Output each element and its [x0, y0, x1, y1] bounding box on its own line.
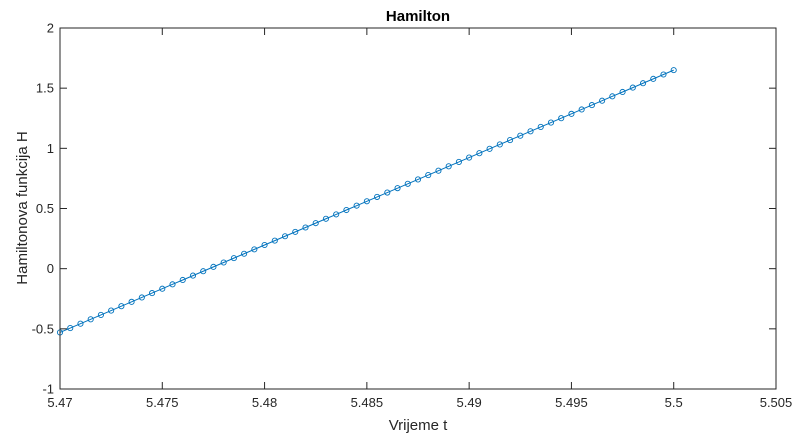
x-tick-label: 5.5 [665, 395, 683, 410]
x-axis-label: Vrijeme t [389, 417, 448, 434]
data-point-0-27 [333, 211, 340, 218]
data-point-0-24 [302, 224, 309, 231]
data-point-0-8 [138, 294, 145, 301]
data-point-0-26 [322, 215, 329, 222]
series-layer [56, 67, 677, 336]
data-point-0-35 [414, 176, 422, 183]
data-point-0-54 [609, 93, 616, 100]
data-point-0-12 [179, 276, 186, 284]
data-point-0-46 [527, 128, 534, 135]
data-point-0-48 [547, 119, 555, 126]
data-point-0-44 [507, 137, 514, 144]
data-point-0-13 [189, 272, 197, 279]
data-point-0-6 [118, 303, 125, 310]
data-point-0-47 [537, 123, 544, 130]
data-point-0-10 [159, 285, 166, 292]
chart-title: Hamilton [386, 8, 450, 25]
data-point-0-39 [455, 158, 462, 165]
x-tick-label: 5.48 [252, 395, 277, 410]
data-point-0-55 [619, 88, 626, 96]
data-point-0-20 [261, 241, 268, 249]
data-point-0-28 [343, 206, 350, 214]
y-tick-label: 2 [47, 21, 54, 36]
data-point-0-23 [292, 228, 299, 235]
data-point-0-40 [466, 154, 473, 161]
data-point-0-38 [445, 163, 452, 170]
data-point-0-37 [435, 167, 442, 174]
data-point-0-3 [87, 316, 94, 323]
y-tick-label: 1 [47, 141, 54, 156]
data-point-0-4 [97, 311, 104, 319]
data-point-0-21 [271, 237, 278, 244]
y-tick-label: 0.5 [36, 201, 54, 216]
data-point-0-18 [241, 250, 248, 257]
data-point-0-2 [77, 320, 84, 327]
data-point-0-53 [599, 97, 606, 104]
data-point-0-51 [578, 106, 585, 113]
data-point-0-57 [639, 80, 647, 87]
data-point-0-36 [425, 171, 432, 179]
data-point-0-59 [660, 71, 667, 78]
y-tick-label: 1.5 [36, 81, 54, 96]
data-point-0-7 [128, 298, 135, 305]
data-point-0-14 [200, 268, 207, 275]
data-point-0-32 [384, 189, 391, 196]
data-point-0-34 [404, 180, 411, 187]
y-axis-label: Hamiltonova funkcija H [14, 131, 31, 284]
y-tick-label: -1 [42, 382, 54, 397]
plot-area-background [60, 28, 776, 389]
data-point-0-30 [363, 198, 370, 205]
data-point-0-49 [558, 115, 565, 122]
data-point-0-60 [670, 67, 677, 74]
data-point-0-19 [251, 246, 258, 253]
data-point-0-52 [588, 102, 595, 109]
data-point-0-25 [312, 220, 319, 227]
y-tick-label: -0.5 [32, 321, 54, 336]
data-point-0-43 [496, 141, 503, 148]
data-point-0-50 [568, 110, 575, 117]
data-point-0-11 [169, 281, 176, 288]
data-point-0-5 [108, 307, 115, 314]
data-point-0-45 [517, 132, 524, 139]
x-tick-label: 5.475 [146, 395, 179, 410]
data-point-0-33 [394, 185, 401, 192]
data-point-0-15 [210, 263, 217, 270]
x-tick-label: 5.485 [351, 395, 384, 410]
data-point-0-9 [149, 290, 156, 297]
data-point-0-29 [353, 202, 360, 209]
data-point-0-56 [629, 84, 636, 91]
data-point-0-16 [220, 259, 227, 266]
data-point-0-1 [67, 325, 74, 332]
x-tick-label: 5.49 [456, 395, 481, 410]
axes-layer: 5.47 5.475 5.48 5.485 5.49 5.495 5.5 5.505 -1 -0.… [32, 21, 793, 411]
data-point-0-22 [281, 233, 289, 240]
x-tick-label: 5.47 [47, 395, 72, 410]
y-tick-label: 0 [47, 261, 54, 276]
x-tick-label: 5.495 [555, 395, 588, 410]
x-tick-label: 5.505 [760, 395, 793, 410]
data-point-0-58 [650, 75, 657, 82]
data-point-0-42 [486, 145, 493, 152]
data-point-0-41 [476, 150, 483, 157]
series-line-0 [59, 69, 674, 333]
data-point-0-31 [374, 193, 381, 200]
data-point-0-17 [230, 255, 237, 262]
